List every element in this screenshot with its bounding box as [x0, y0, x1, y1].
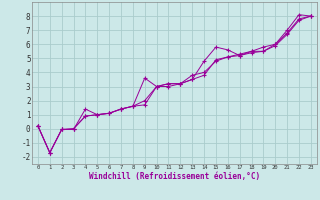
- X-axis label: Windchill (Refroidissement éolien,°C): Windchill (Refroidissement éolien,°C): [89, 172, 260, 181]
